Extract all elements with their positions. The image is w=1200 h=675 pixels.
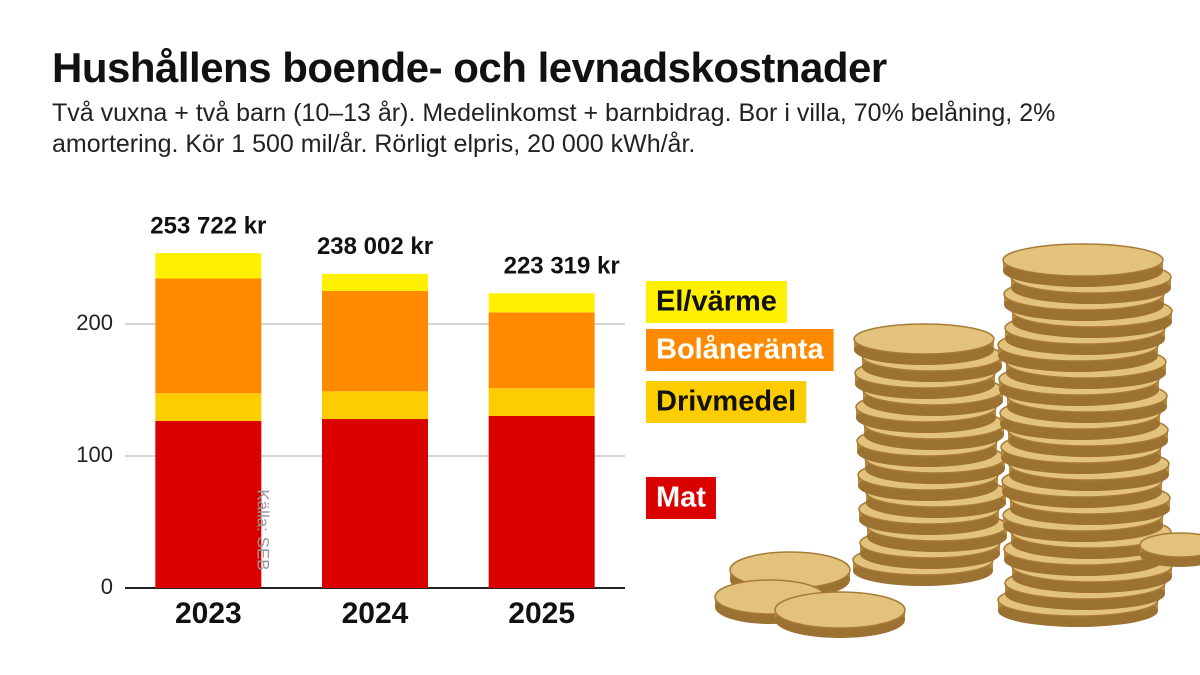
y-tick-label: 200 <box>76 310 113 335</box>
legend-label: Bolåneränta <box>656 334 824 366</box>
total-label: 223 319 kr <box>504 253 620 280</box>
bar-segment <box>322 291 428 392</box>
x-tick-label: 2025 <box>508 597 575 630</box>
legend-swatch <box>646 329 834 371</box>
source: Källa: SEB <box>254 489 273 570</box>
coin-face <box>774 591 906 629</box>
bar-segment <box>322 419 428 588</box>
bar-segment <box>155 393 262 422</box>
y-tick-label: 100 <box>76 442 113 467</box>
legend-label: Mat <box>656 482 706 514</box>
legend-swatch <box>646 381 807 423</box>
bar-segment <box>155 253 262 279</box>
legend-label: El/värme <box>656 286 777 318</box>
bar-segment <box>322 273 428 291</box>
total-label: 238 002 kr <box>317 233 433 260</box>
coin-face <box>853 323 995 355</box>
legend-swatch <box>646 281 787 323</box>
bar-segment <box>155 278 262 394</box>
total-label: 253 722 kr <box>150 212 266 239</box>
bar-segment <box>488 293 595 313</box>
coin-face <box>1139 532 1200 558</box>
y-tick-label: 0 <box>101 574 113 599</box>
legend-label: Drivmedel <box>656 386 796 418</box>
bar-segment <box>488 312 595 389</box>
x-tick-label: 2024 <box>342 597 409 630</box>
legend-swatch <box>646 477 716 519</box>
bar-segment <box>488 388 595 417</box>
chart-subtitle: Två vuxna + två barn (10–13 år). Medelin… <box>52 99 1056 158</box>
bar-segment <box>322 391 428 420</box>
chart-title: Hushållens boende- och levnadskostnader <box>52 44 887 91</box>
bar-segment <box>155 421 262 588</box>
coin-face <box>1002 243 1164 277</box>
x-tick-label: 2023 <box>175 597 242 630</box>
bar-segment <box>488 416 595 588</box>
